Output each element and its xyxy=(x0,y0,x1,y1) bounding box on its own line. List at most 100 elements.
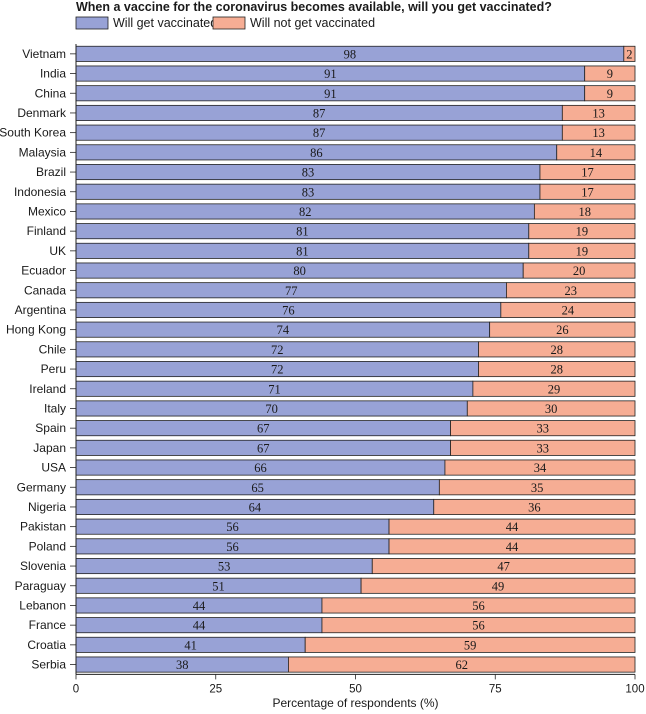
value-label-will-get: 80 xyxy=(293,264,306,278)
x-tick-label: 75 xyxy=(489,683,502,695)
bar-will-not-get xyxy=(438,479,636,496)
x-tick-label: 0 xyxy=(73,683,79,695)
bar-will-not-get xyxy=(472,380,636,397)
category-label: Poland xyxy=(29,539,66,553)
value-label-will-not-get: 29 xyxy=(548,382,561,396)
value-label-will-get: 67 xyxy=(257,422,270,436)
value-label-will-get: 71 xyxy=(268,382,281,396)
value-label-will-get: 86 xyxy=(310,146,323,160)
bar-will-not-get xyxy=(539,164,636,181)
value-label-will-not-get: 49 xyxy=(492,579,505,593)
value-label-will-not-get: 17 xyxy=(581,166,594,180)
value-label-will-not-get: 36 xyxy=(528,500,541,514)
value-label-will-not-get: 13 xyxy=(592,126,605,140)
category-label: Germany xyxy=(17,480,66,494)
value-label-will-get: 83 xyxy=(302,185,315,199)
bar-will-not-get xyxy=(478,341,636,358)
bar-will-not-get xyxy=(433,498,636,515)
value-label-will-not-get: 23 xyxy=(564,284,577,298)
bar-will-not-get xyxy=(388,518,636,535)
value-label-will-get: 81 xyxy=(296,225,309,239)
value-label-will-not-get: 20 xyxy=(573,264,586,278)
bar-will-not-get xyxy=(304,636,636,653)
value-label-will-not-get: 56 xyxy=(472,619,485,633)
value-label-will-not-get: 47 xyxy=(497,560,510,574)
bar-will-not-get xyxy=(321,617,636,634)
value-label-will-get: 56 xyxy=(226,540,239,554)
value-label-will-get: 44 xyxy=(193,599,206,613)
bar-will-not-get xyxy=(466,400,636,417)
category-label: Ireland xyxy=(29,382,66,396)
value-label-will-not-get: 17 xyxy=(581,185,594,199)
value-label-will-not-get: 35 xyxy=(531,481,544,495)
bar-will-not-get xyxy=(500,301,636,318)
category-label: Italy xyxy=(44,401,66,415)
category-label: Vietnam xyxy=(22,47,66,61)
bar-will-not-get xyxy=(561,104,636,121)
category-label: Hong Kong xyxy=(6,323,66,337)
x-axis-title: Percentage of respondents (%) xyxy=(272,696,438,710)
bar-will-not-get xyxy=(623,45,636,62)
category-label: India xyxy=(40,67,66,81)
category-label: Denmark xyxy=(17,106,67,120)
category-label: Mexico xyxy=(28,204,66,218)
category-label: Finland xyxy=(27,224,66,238)
value-label-will-not-get: 9 xyxy=(607,87,613,101)
category-label: Paraguay xyxy=(15,579,66,593)
value-label-will-get: 74 xyxy=(277,323,290,337)
value-label-will-get: 51 xyxy=(212,579,225,593)
value-label-will-get: 72 xyxy=(271,363,284,377)
value-label-will-not-get: 62 xyxy=(455,658,468,672)
value-label-will-not-get: 28 xyxy=(550,363,563,377)
legend-label-will-not-get: Will not get vaccinated xyxy=(250,16,375,30)
category-label: Pakistan xyxy=(20,520,66,534)
x-tick-label: 25 xyxy=(209,683,222,695)
bar-will-not-get xyxy=(506,282,636,299)
value-label-will-get: 72 xyxy=(271,343,284,357)
value-label-will-get: 41 xyxy=(184,638,197,652)
bar-will-not-get xyxy=(522,262,636,279)
x-axis: 0 25 50 75 100 xyxy=(73,44,645,695)
value-label-will-get: 38 xyxy=(176,658,189,672)
bar-will-not-get xyxy=(321,597,636,614)
value-label-will-get: 83 xyxy=(302,166,315,180)
bar-will-not-get xyxy=(450,420,636,437)
value-label-will-get: 65 xyxy=(251,481,264,495)
bar-will-not-get xyxy=(584,65,636,82)
value-label-will-not-get: 44 xyxy=(506,540,519,554)
value-label-will-not-get: 13 xyxy=(592,106,605,120)
bar-will-not-get xyxy=(478,361,636,378)
bar-will-not-get xyxy=(450,439,636,456)
bar-will-not-get xyxy=(388,538,636,555)
category-label: Ecuador xyxy=(21,264,66,278)
category-label: Peru xyxy=(41,362,66,376)
legend-swatch-will-not-get xyxy=(212,16,246,30)
value-label-will-not-get: 34 xyxy=(534,461,547,475)
category-label: Japan xyxy=(33,441,66,455)
bar-will-not-get xyxy=(528,223,636,240)
value-label-will-get: 87 xyxy=(313,126,326,140)
bar-will-not-get xyxy=(561,124,636,141)
value-label-will-not-get: 56 xyxy=(472,599,485,613)
value-label-will-not-get: 19 xyxy=(576,225,589,239)
category-label: USA xyxy=(41,461,66,475)
value-label-will-not-get: 44 xyxy=(506,520,519,534)
value-label-will-get: 91 xyxy=(324,67,337,81)
category-label: UK xyxy=(49,244,66,258)
category-label: Serbia xyxy=(31,658,66,672)
legend: Will get vaccinated Will not get vaccina… xyxy=(75,16,375,30)
category-label: Croatia xyxy=(27,638,66,652)
value-label-will-not-get: 2 xyxy=(626,47,632,61)
category-label: Chile xyxy=(39,342,67,356)
category-label: Indonesia xyxy=(14,185,66,199)
bar-will-not-get xyxy=(489,321,636,338)
value-label-will-not-get: 18 xyxy=(578,205,591,219)
bars-group: 98 2 91 9 91 9 87 13 87 13 86 14 83 17 83 17 82 18 81 19 81 1… xyxy=(75,45,636,673)
value-label-will-get: 76 xyxy=(282,303,295,317)
category-label: China xyxy=(35,86,67,100)
category-label: Nigeria xyxy=(28,500,66,514)
value-label-will-get: 82 xyxy=(299,205,312,219)
value-label-will-not-get: 28 xyxy=(550,343,563,357)
bar-will-not-get xyxy=(288,656,636,673)
